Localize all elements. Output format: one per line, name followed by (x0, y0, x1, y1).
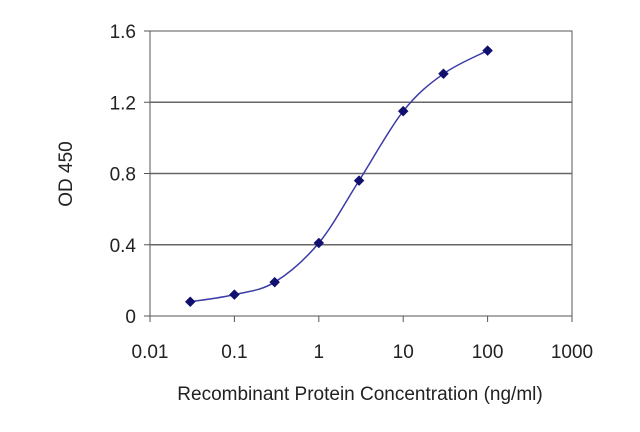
data-point (397, 105, 409, 117)
y-axis-label: OD 450 (56, 141, 77, 206)
x-tick-label: 0.1 (221, 342, 247, 363)
series-line (190, 49, 488, 303)
y-tick-label: 0 (125, 307, 136, 328)
grid-lines (150, 101, 572, 246)
x-tick-label: 1000 (551, 342, 593, 363)
x-tick-label: 0.01 (132, 342, 169, 363)
y-tick-label: 1.6 (110, 22, 136, 43)
x-tick-label: 10 (393, 342, 414, 363)
y-tick-label: 0.4 (110, 236, 137, 257)
data-point (482, 45, 493, 56)
y-axis-ticks: 0 0.4 0.8 1.2 1.6 (110, 22, 150, 328)
data-point (229, 289, 240, 300)
data-point (184, 296, 196, 308)
data-point (269, 276, 281, 288)
data-point (313, 237, 325, 249)
y-tick-label: 0.8 (110, 165, 136, 186)
y-tick-label: 1.2 (110, 93, 136, 114)
data-point (438, 68, 449, 80)
x-axis-ticks: 0.01 0.1 1 10 100 1000 (132, 316, 593, 363)
x-tick-label: 1 (314, 342, 325, 363)
data-point (353, 175, 365, 186)
x-axis-label: Recombinant Protein Concentration (ng/ml… (177, 384, 542, 405)
series-group (184, 45, 493, 308)
x-tick-label: 100 (472, 342, 504, 363)
